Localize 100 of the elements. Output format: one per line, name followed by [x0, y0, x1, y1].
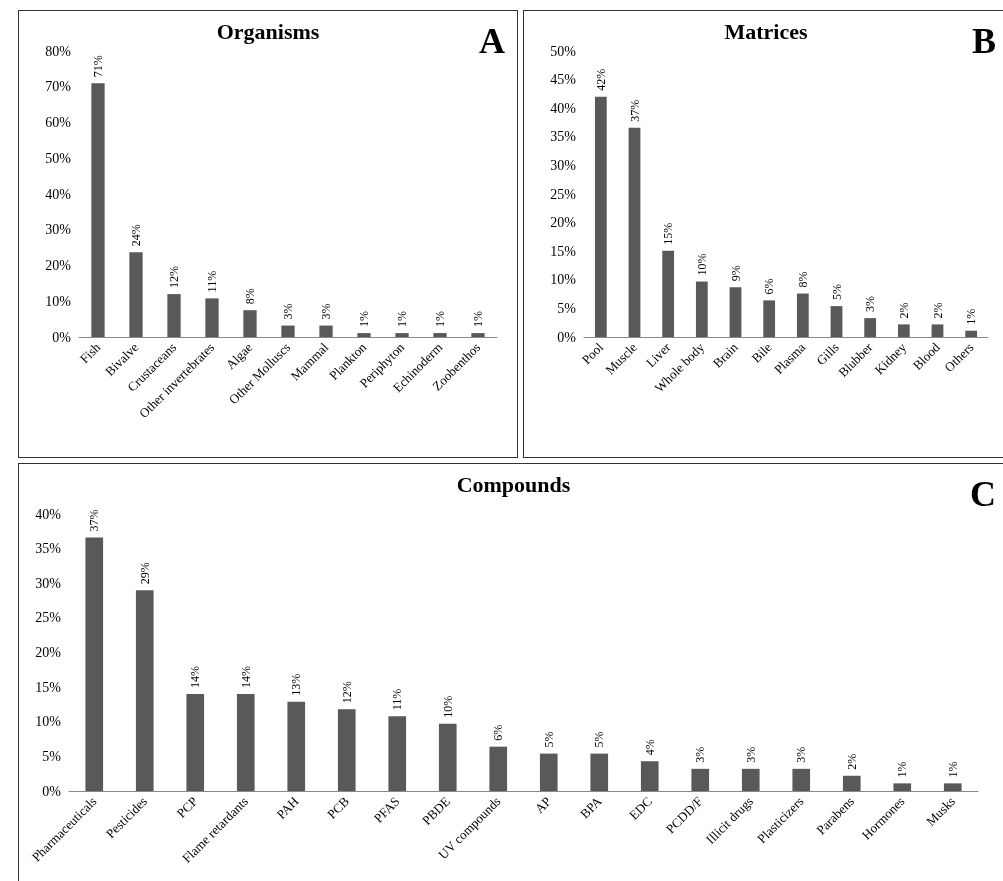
bar — [489, 746, 508, 791]
data-label: 10% — [694, 253, 709, 276]
bar — [864, 318, 877, 337]
data-label: 1% — [945, 761, 960, 778]
annotation: A — [479, 21, 505, 61]
bar — [205, 298, 219, 337]
data-label: 14% — [238, 666, 253, 689]
data-label: 2% — [844, 753, 859, 770]
data-label: 5% — [592, 731, 607, 748]
y-tick-label: 0% — [42, 783, 62, 799]
data-label: 3% — [693, 746, 708, 763]
data-label: 2% — [896, 302, 911, 319]
y-tick-label: 15% — [550, 243, 577, 259]
bar — [842, 775, 861, 791]
bar — [590, 753, 609, 791]
y-tick-label: 40% — [45, 186, 72, 202]
data-label: 42% — [593, 68, 608, 91]
y-tick-label: 20% — [45, 258, 72, 273]
bar — [319, 325, 333, 337]
bar — [85, 537, 104, 791]
data-label: 1% — [964, 308, 979, 325]
bar — [763, 300, 776, 337]
y-tick-label: 35% — [35, 541, 62, 557]
data-label: 3% — [794, 746, 809, 763]
data-label: 11% — [390, 688, 405, 711]
data-label: 11% — [205, 270, 219, 293]
data-label: 1% — [395, 311, 409, 328]
chart-title: Matrices — [724, 18, 808, 44]
bar — [792, 768, 811, 791]
y-tick-label: 20% — [35, 645, 62, 660]
y-tick-label: 10% — [45, 293, 72, 309]
x-tick-label: Fish — [76, 339, 104, 367]
bar — [337, 709, 356, 791]
bar — [931, 324, 944, 337]
bar — [796, 293, 809, 337]
bar — [893, 783, 912, 791]
y-tick-label: 50% — [550, 43, 577, 59]
bar — [167, 294, 181, 337]
data-label: 3% — [281, 303, 295, 320]
chart-title: Organisms — [216, 18, 320, 44]
y-tick-label: 5% — [42, 748, 62, 764]
bar — [236, 694, 255, 791]
data-label: 6% — [491, 724, 506, 741]
y-tick-label: 15% — [35, 679, 62, 695]
x-tick-label: AP — [531, 793, 555, 817]
y-tick-label: 35% — [550, 129, 577, 145]
bar — [662, 250, 675, 337]
data-label: 5% — [829, 284, 844, 301]
bar — [943, 783, 962, 791]
x-tick-label: PCB — [324, 793, 353, 822]
bar — [438, 723, 457, 791]
x-tick-label: Bile — [748, 339, 775, 366]
bar — [395, 333, 409, 337]
y-tick-label: 25% — [550, 186, 577, 202]
bar — [729, 287, 742, 337]
y-tick-label: 25% — [35, 610, 62, 626]
bar — [695, 281, 708, 337]
data-label: 37% — [627, 99, 642, 122]
x-tick-label: Gills — [813, 339, 842, 369]
y-tick-label: 0% — [557, 329, 577, 345]
bar — [91, 83, 105, 337]
bar — [640, 761, 659, 791]
y-tick-label: 30% — [35, 575, 62, 591]
y-tick-label: 30% — [550, 157, 577, 173]
bar — [135, 590, 154, 791]
data-label: 3% — [863, 296, 878, 313]
data-label: 8% — [795, 271, 810, 288]
y-tick-label: 70% — [45, 79, 72, 95]
bar — [471, 333, 485, 337]
bar — [281, 325, 295, 337]
data-label: 1% — [357, 311, 371, 328]
data-label: 29% — [137, 562, 152, 585]
y-tick-label: 80% — [45, 43, 72, 59]
bar — [129, 252, 143, 337]
bar — [897, 324, 910, 337]
y-tick-label: 30% — [45, 222, 72, 238]
bar — [691, 768, 710, 791]
bar — [433, 333, 447, 337]
y-tick-label: 0% — [52, 329, 72, 345]
y-tick-label: 60% — [45, 115, 72, 130]
data-label: 15% — [661, 222, 676, 245]
annotation: B — [971, 21, 996, 61]
chart-title: Compounds — [456, 471, 571, 497]
bar — [287, 701, 306, 791]
bar — [965, 330, 978, 337]
data-label: 71% — [91, 55, 105, 78]
text: C — [970, 474, 996, 514]
data-label: 1% — [433, 311, 447, 328]
data-label: 12% — [167, 266, 181, 289]
data-label: 10% — [440, 695, 455, 718]
x-tick-label: Pool — [578, 339, 607, 368]
data-label: 12% — [339, 681, 354, 704]
bar — [357, 333, 371, 337]
data-label: 3% — [319, 303, 333, 320]
data-label: 6% — [762, 278, 777, 295]
y-tick-label: 40% — [550, 100, 577, 116]
data-label: 9% — [728, 265, 743, 282]
data-label: 2% — [930, 302, 945, 319]
data-label: 1% — [895, 761, 910, 778]
y-tick-label: 5% — [557, 300, 577, 316]
